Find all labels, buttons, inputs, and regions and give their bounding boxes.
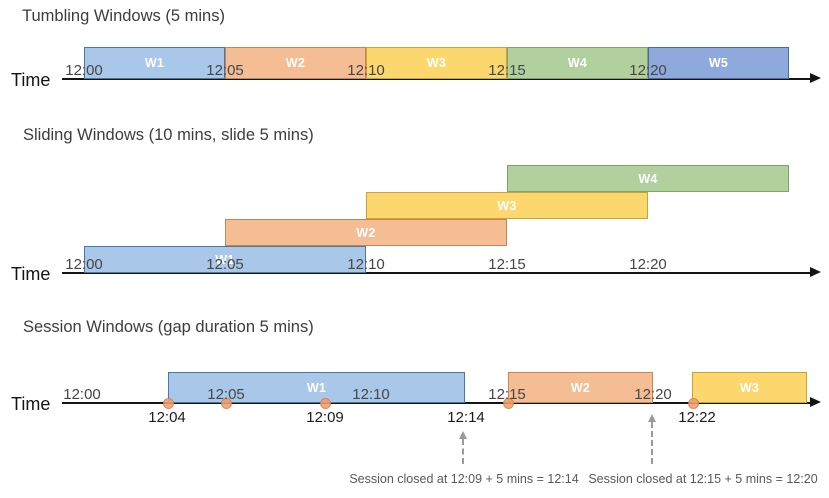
session-event-dot-2 <box>320 398 331 409</box>
sliding-tick-1205: 12:05 <box>206 256 244 273</box>
sliding-time-axis-label: Time <box>11 264 51 284</box>
session-session-close-arrow-dash-0 <box>462 439 464 464</box>
tumbling-tick-1210: 12:10 <box>347 62 385 79</box>
session-tick-1200: 12:00 <box>63 386 101 403</box>
sliding-window-w3: W3 <box>366 192 648 219</box>
session-tick-1210: 12:10 <box>352 386 390 403</box>
tumbling-window-w5: W5 <box>648 47 789 79</box>
sliding-window-w2: W2 <box>225 219 507 246</box>
tumbling-time-axis-label: Time <box>11 70 51 90</box>
session-event-time-1214: 12:14 <box>447 409 485 426</box>
tumbling-window-w1: W1 <box>84 47 225 79</box>
session-window-w2: W2 <box>508 372 653 403</box>
sliding-window-w4: W4 <box>507 165 789 192</box>
session-window-w3: W3 <box>692 372 807 403</box>
sliding-window-w2-label: W2 <box>356 225 376 240</box>
session-tick-1215: 12:15 <box>488 386 526 403</box>
tumbling-title: Tumbling Windows (5 mins) <box>22 7 225 25</box>
session-event-dot-0 <box>163 398 174 409</box>
session-session-close-arrowhead-icon-1 <box>648 414 656 422</box>
tumbling-tick-1215: 12:15 <box>488 62 526 79</box>
session-close-annotation-1: Session closed at 12:15 + 5 mins = 12:20 <box>588 472 818 486</box>
sliding-tick-1215: 12:15 <box>488 256 526 273</box>
sliding-tick-1220: 12:20 <box>629 256 667 273</box>
sliding-time-axis-arrowhead-icon <box>810 267 821 277</box>
session-window-w1: W1 <box>168 372 465 403</box>
tumbling-window-w4: W4 <box>507 47 648 79</box>
tumbling-window-w2-label: W2 <box>285 56 306 70</box>
session-event-time-1222: 12:22 <box>678 409 716 426</box>
sliding-window-w3-label: W3 <box>497 198 517 213</box>
tumbling-window-w4-label: W4 <box>567 56 588 70</box>
session-window-w3-label: W3 <box>739 380 760 395</box>
sliding-window-w1: W1 <box>84 246 366 273</box>
session-event-dot-4 <box>688 398 699 409</box>
tumbling-time-axis-arrowhead-icon <box>810 73 821 83</box>
session-session-close-arrow-0 <box>459 431 467 464</box>
tumbling-tick-1200: 12:00 <box>65 62 103 79</box>
tumbling-window-w3-label: W3 <box>426 56 447 70</box>
session-event-time-1209: 12:09 <box>306 409 344 426</box>
session-tick-1220: 12:20 <box>634 386 672 403</box>
tumbling-time-axis <box>62 78 810 80</box>
session-time-axis-label: Time <box>11 394 51 414</box>
sliding-tick-1200: 12:00 <box>65 256 103 273</box>
session-time-axis <box>62 402 810 404</box>
session-session-close-arrow-dash-1 <box>651 422 653 464</box>
sliding-window-w4-label: W4 <box>638 171 658 186</box>
session-tick-1205: 12:05 <box>207 386 245 403</box>
sliding-title: Sliding Windows (10 mins, slide 5 mins) <box>23 126 314 144</box>
session-time-axis-arrowhead-icon <box>810 397 821 407</box>
sliding-tick-1210: 12:10 <box>347 256 385 273</box>
session-event-dot-1 <box>221 398 232 409</box>
tumbling-window-w3: W3 <box>366 47 507 79</box>
sliding-window-w1-label: W1 <box>215 252 235 267</box>
session-session-close-arrow-1 <box>648 414 656 464</box>
tumbling-window-w2: W2 <box>225 47 366 79</box>
sliding-time-axis <box>62 272 810 274</box>
session-window-w1-label: W1 <box>306 380 327 395</box>
session-title: Session Windows (gap duration 5 mins) <box>23 318 314 336</box>
session-session-close-arrowhead-icon-0 <box>459 431 467 439</box>
tumbling-tick-1205: 12:05 <box>206 62 244 79</box>
tumbling-window-w1-label: W1 <box>144 56 165 70</box>
tumbling-tick-1220: 12:20 <box>629 62 667 79</box>
session-window-w2-label: W2 <box>570 380 591 395</box>
session-event-dot-3 <box>503 398 514 409</box>
session-event-time-1204: 12:04 <box>148 409 186 426</box>
session-close-annotation-0: Session closed at 12:09 + 5 mins = 12:14 <box>349 472 579 486</box>
tumbling-window-w5-label: W5 <box>708 56 729 70</box>
